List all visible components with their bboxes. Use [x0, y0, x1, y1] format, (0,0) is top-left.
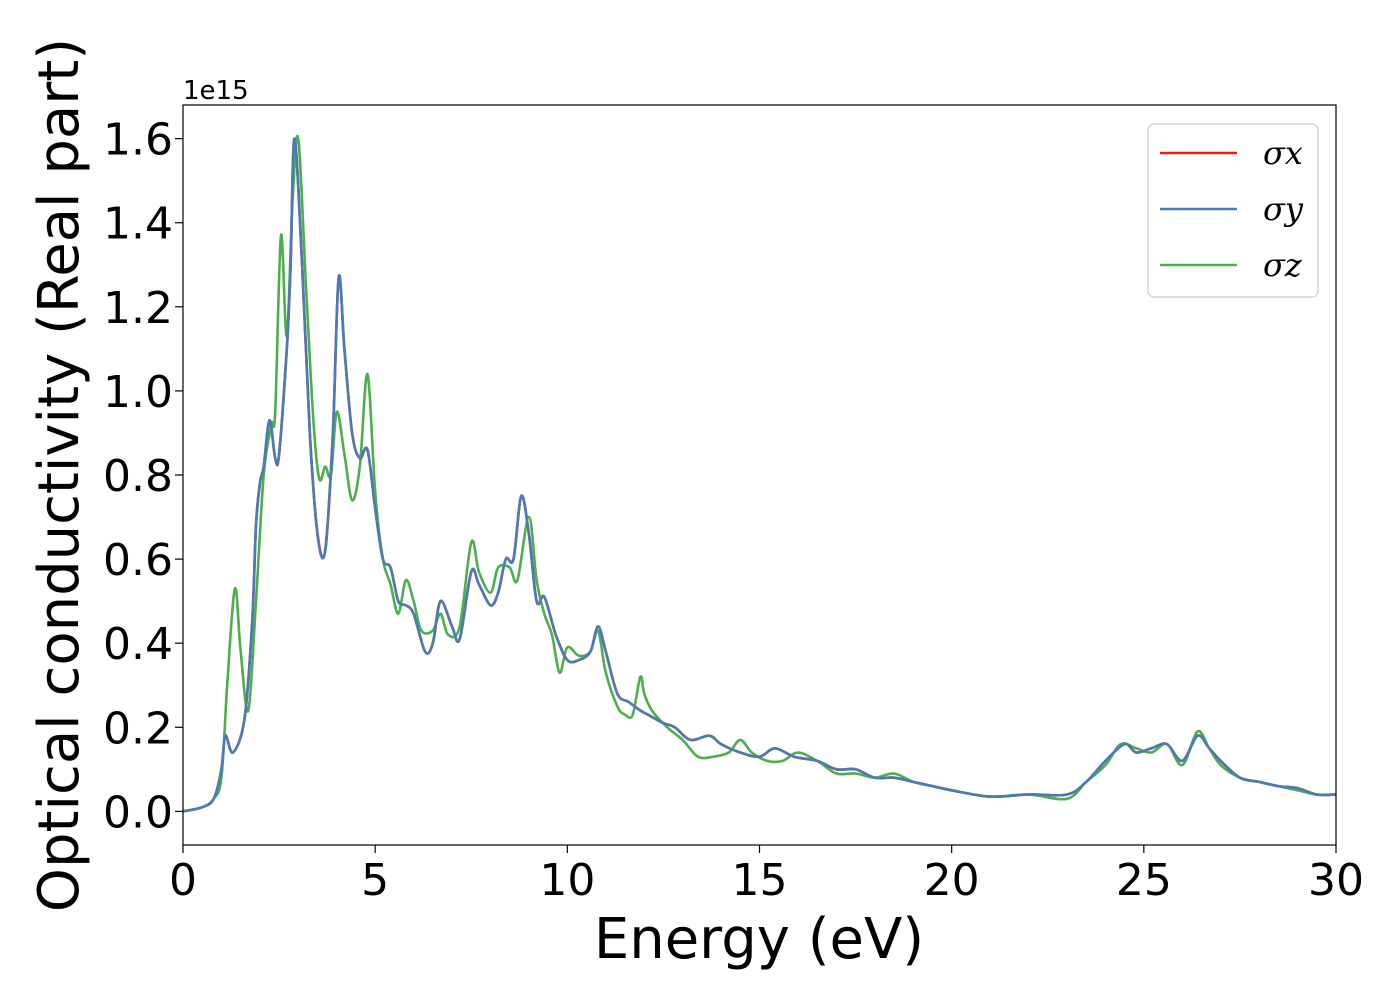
y-tick-label: 1.6 — [103, 115, 173, 166]
y-tick-label: 1.4 — [103, 199, 173, 250]
x-tick-label: 5 — [361, 855, 389, 906]
y-tick-label: 0.6 — [103, 535, 173, 586]
x-tick-label: 15 — [732, 855, 788, 906]
x-tick-label: 30 — [1308, 855, 1364, 906]
legend-label: σy — [1263, 190, 1304, 228]
legend-label: σx — [1263, 134, 1303, 172]
y-tick-label: 0.2 — [103, 703, 173, 754]
legend-label: σz — [1263, 246, 1303, 284]
x-tick-label: 20 — [924, 855, 980, 906]
x-axis: 0 5 10 15 20 25 30 — [169, 845, 1364, 906]
y-axis: 0.0 0.2 0.4 0.6 0.8 1.0 1.2 1.4 1.6 — [103, 115, 183, 838]
x-axis-title: Energy (eV) — [594, 907, 924, 972]
y-offset-label: 1e15 — [183, 76, 249, 106]
y-tick-label: 0.0 — [103, 787, 173, 838]
y-tick-label: 1.2 — [103, 283, 173, 334]
x-tick-label: 0 — [169, 855, 197, 906]
legend: σx σy σz — [1147, 123, 1319, 298]
series-line-sigma-y — [183, 137, 1336, 813]
legend-box — [1147, 123, 1319, 298]
x-tick-label: 10 — [539, 855, 595, 906]
y-tick-label: 1.0 — [103, 367, 173, 418]
y-tick-label: 0.4 — [103, 619, 173, 670]
series-layer — [183, 134, 1336, 813]
x-tick-label: 25 — [1116, 855, 1172, 906]
y-axis-title: Optical conductivity (Real part) — [27, 38, 92, 912]
y-tick-label: 0.8 — [103, 451, 173, 502]
